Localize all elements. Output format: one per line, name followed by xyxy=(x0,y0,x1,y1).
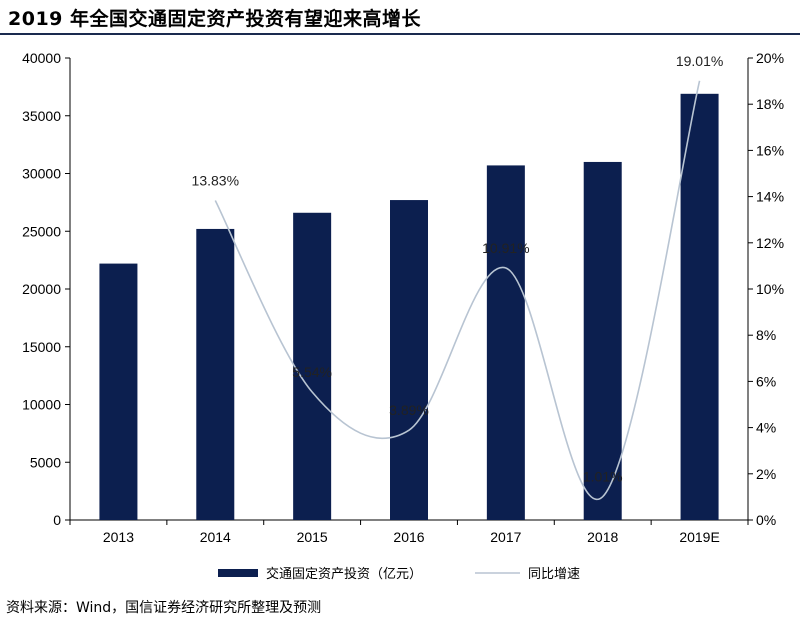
right-tick-label: 16% xyxy=(756,142,784,158)
legend: 交通固定资产投资（亿元） 同比增速 xyxy=(218,566,580,582)
source-note: 资料来源：Wind，国信证券经济研究所整理及预测 xyxy=(6,600,322,616)
bar xyxy=(99,263,138,520)
left-tick-label: 5000 xyxy=(30,454,61,470)
bars xyxy=(99,93,719,521)
right-tick-label: 12% xyxy=(756,235,784,251)
right-tick-label: 4% xyxy=(756,420,776,436)
right-tick-label: 2% xyxy=(756,466,776,482)
title-divider xyxy=(0,33,800,35)
data-labels: 13.83% 5.54% 3.89% 10.91% 1.01% 19.01% xyxy=(192,53,724,485)
growth-data-label: 10.91% xyxy=(482,240,529,256)
right-tick-label: 0% xyxy=(756,512,776,528)
right-tick-label: 8% xyxy=(756,327,776,343)
bar xyxy=(680,93,719,521)
bar xyxy=(293,212,332,520)
right-tick-label: 18% xyxy=(756,96,784,112)
growth-line xyxy=(214,80,701,501)
left-tick-label: 10000 xyxy=(22,397,61,413)
x-tick-label: 2019E xyxy=(679,529,719,545)
x-tick-label: 2015 xyxy=(297,529,328,545)
growth-data-label: 19.01% xyxy=(676,53,723,69)
legend-swatch-bar xyxy=(218,569,258,577)
growth-line-path xyxy=(214,80,701,501)
x-tick-label: 2016 xyxy=(393,529,424,545)
left-tick-label: 25000 xyxy=(22,223,61,239)
bar xyxy=(583,161,622,520)
left-tick-label: 0 xyxy=(53,512,61,528)
left-tick-label: 15000 xyxy=(22,339,61,355)
right-tick-label: 20% xyxy=(756,50,784,66)
left-tick-label: 35000 xyxy=(22,108,61,124)
left-tick-label: 30000 xyxy=(22,166,61,182)
bar xyxy=(486,165,525,521)
x-tick-label: 2014 xyxy=(200,529,231,545)
growth-data-label: 5.54% xyxy=(292,364,332,380)
growth-data-label: 1.01% xyxy=(583,469,623,485)
x-tick-label: 2017 xyxy=(490,529,521,545)
bar xyxy=(390,200,428,520)
right-tick-label: 6% xyxy=(756,373,776,389)
growth-data-label: 3.89% xyxy=(389,402,429,418)
growth-data-label: 13.83% xyxy=(192,173,239,189)
bar xyxy=(196,228,235,520)
legend-label-bar: 交通固定资产投资（亿元） xyxy=(266,566,422,582)
axes: 0 5000 10000 15000 20000 25000 30000 35000 40000… xyxy=(22,50,784,545)
chart-title: 2019 年全国交通固定资产投资有望迎来高增长 xyxy=(8,8,421,30)
x-tick-label: 2013 xyxy=(103,529,134,545)
right-tick-label: 10% xyxy=(756,281,784,297)
right-tick-label: 14% xyxy=(756,189,784,205)
left-tick-label: 40000 xyxy=(22,50,61,66)
left-tick-label: 20000 xyxy=(22,281,61,297)
legend-label-line: 同比增速 xyxy=(528,567,580,582)
x-tick-label: 2018 xyxy=(587,529,618,545)
